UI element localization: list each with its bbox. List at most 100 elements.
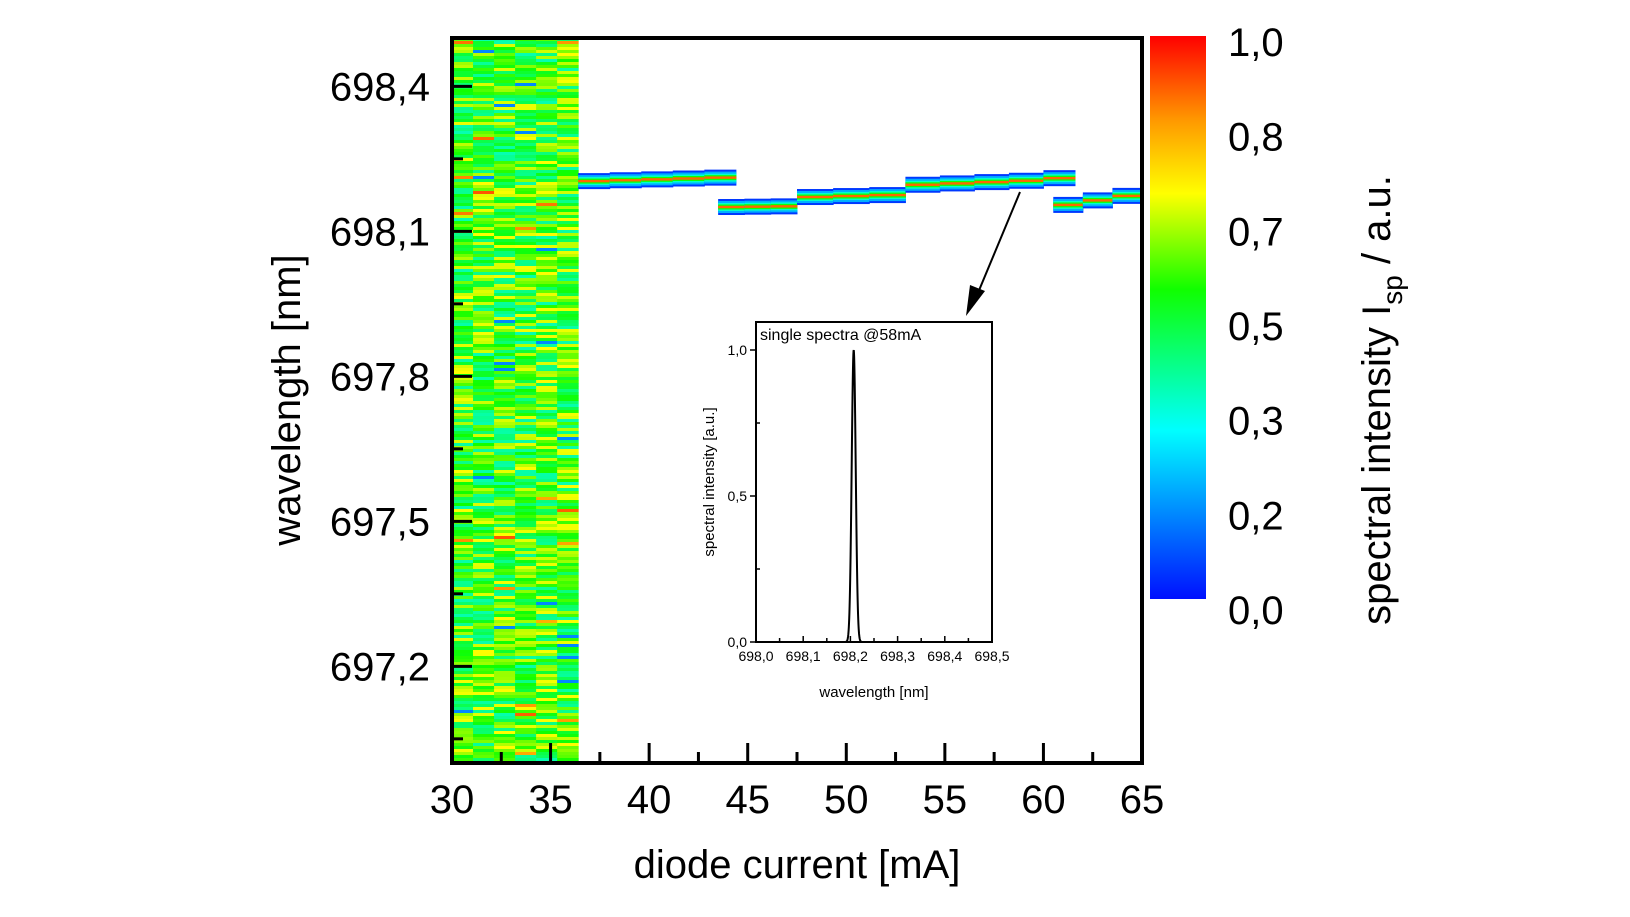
heatmap-cell bbox=[536, 404, 558, 408]
heatmap-cell bbox=[515, 395, 537, 399]
colorbar-ticks: 0,00,20,30,50,70,81,0 bbox=[1228, 21, 1284, 633]
heatmap-cell bbox=[473, 497, 495, 501]
heatmap-cell bbox=[536, 119, 558, 123]
heatmap-cell bbox=[452, 206, 474, 210]
heatmap-cell bbox=[557, 437, 579, 441]
heatmap-cell bbox=[494, 506, 516, 510]
heatmap-cell bbox=[536, 572, 558, 576]
heatmap-cell bbox=[473, 116, 495, 120]
heatmap-cell bbox=[557, 611, 579, 615]
heatmap-cell bbox=[536, 386, 558, 390]
heatmap-cell bbox=[494, 77, 516, 81]
colorbar bbox=[1150, 36, 1206, 599]
heatmap-cell bbox=[515, 545, 537, 549]
heatmap-cell bbox=[515, 479, 537, 483]
heatmap-cell bbox=[557, 515, 579, 519]
heatmap-cell bbox=[515, 662, 537, 666]
heatmap-cell bbox=[557, 347, 579, 351]
heatmap-cell bbox=[536, 239, 558, 243]
heatmap-cell bbox=[557, 707, 579, 711]
heatmap-cell bbox=[473, 146, 495, 150]
heatmap-cell bbox=[557, 149, 579, 153]
heatmap-cell bbox=[452, 281, 474, 285]
heatmap-cell bbox=[557, 737, 579, 741]
heatmap-cell bbox=[452, 608, 474, 612]
heatmap-cell bbox=[557, 413, 579, 417]
heatmap-cell bbox=[473, 440, 495, 444]
heatmap-cell bbox=[452, 494, 474, 498]
heatmap-cell bbox=[452, 749, 474, 753]
heatmap-cell bbox=[515, 572, 537, 576]
heatmap-cell bbox=[515, 248, 537, 252]
heatmap-cell bbox=[494, 563, 516, 567]
heatmap-cell bbox=[557, 101, 579, 105]
heatmap-cell bbox=[557, 581, 579, 585]
heatmap-cell bbox=[452, 479, 474, 483]
heatmap-cell bbox=[557, 542, 579, 546]
heatmap-cell bbox=[494, 419, 516, 423]
mode-segment bbox=[704, 169, 737, 186]
heatmap-cell bbox=[557, 461, 579, 465]
heatmap-cell bbox=[557, 110, 579, 114]
heatmap-cell bbox=[452, 80, 474, 84]
heatmap-cell bbox=[515, 650, 537, 654]
heatmap-cell bbox=[557, 587, 579, 591]
heatmap-cell bbox=[494, 182, 516, 186]
heatmap-cell bbox=[515, 347, 537, 351]
heatmap-cell bbox=[452, 170, 474, 174]
heatmap-cell bbox=[452, 440, 474, 444]
heatmap-cell bbox=[557, 398, 579, 402]
heatmap-cell bbox=[515, 341, 537, 345]
heatmap-cell bbox=[473, 734, 495, 738]
heatmap-cell bbox=[536, 512, 558, 516]
heatmap-cell bbox=[515, 137, 537, 141]
heatmap-cell bbox=[515, 182, 537, 186]
heatmap-cell bbox=[536, 683, 558, 687]
heatmap-cell bbox=[473, 602, 495, 606]
heatmap-cell bbox=[473, 251, 495, 255]
heatmap-cell bbox=[494, 617, 516, 621]
heatmap-cell bbox=[494, 662, 516, 666]
heatmap-cell bbox=[557, 80, 579, 84]
heatmap-cell bbox=[536, 554, 558, 558]
heatmap-cell bbox=[494, 449, 516, 453]
heatmap-cell bbox=[536, 236, 558, 240]
heatmap-cell bbox=[515, 731, 537, 735]
heatmap-cell bbox=[515, 41, 537, 45]
heatmap-cell bbox=[515, 80, 537, 84]
heatmap-cell bbox=[452, 125, 474, 129]
heatmap-cell bbox=[557, 152, 579, 156]
heatmap-cell bbox=[452, 395, 474, 399]
heatmap-cell bbox=[494, 488, 516, 492]
heatmap-cell bbox=[473, 650, 495, 654]
heatmap-cell bbox=[536, 320, 558, 324]
heatmap-cell bbox=[536, 545, 558, 549]
heatmap-cell bbox=[515, 344, 537, 348]
heatmap-cell bbox=[557, 59, 579, 63]
heatmap-cell bbox=[452, 626, 474, 630]
heatmap-cell bbox=[452, 77, 474, 81]
heatmap-cell bbox=[515, 659, 537, 663]
heatmap-cell bbox=[473, 533, 495, 537]
heatmap-cell bbox=[536, 422, 558, 426]
heatmap-cell bbox=[473, 392, 495, 396]
heatmap-cell bbox=[557, 425, 579, 429]
heatmap-cell bbox=[494, 644, 516, 648]
heatmap-cell bbox=[557, 575, 579, 579]
heatmap-cell bbox=[557, 320, 579, 324]
heatmap-cell bbox=[473, 752, 495, 756]
heatmap-cell bbox=[494, 434, 516, 438]
heatmap-cell bbox=[473, 203, 495, 207]
heatmap-cell bbox=[473, 614, 495, 618]
heatmap-cell bbox=[557, 281, 579, 285]
heatmap-cell bbox=[536, 500, 558, 504]
heatmap-cell bbox=[536, 68, 558, 72]
heatmap-cell bbox=[473, 344, 495, 348]
heatmap-cell bbox=[557, 47, 579, 51]
heatmap-cell bbox=[473, 647, 495, 651]
heatmap-cell bbox=[494, 476, 516, 480]
heatmap-cell bbox=[494, 239, 516, 243]
heatmap-cell bbox=[473, 326, 495, 330]
heatmap-cell bbox=[452, 377, 474, 381]
heatmap-cell bbox=[536, 272, 558, 276]
